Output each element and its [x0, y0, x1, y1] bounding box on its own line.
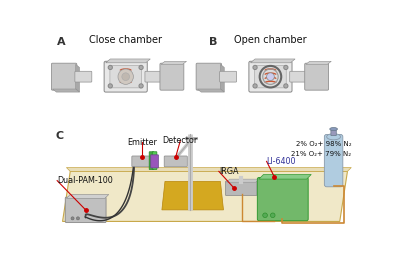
Text: Emitter: Emitter — [127, 138, 157, 147]
Polygon shape — [52, 89, 80, 92]
Circle shape — [254, 85, 256, 87]
Circle shape — [139, 66, 143, 69]
FancyBboxPatch shape — [324, 134, 343, 187]
Text: A: A — [57, 37, 66, 47]
FancyBboxPatch shape — [110, 66, 142, 88]
Text: B: B — [209, 37, 217, 47]
FancyBboxPatch shape — [51, 63, 77, 90]
Polygon shape — [306, 61, 331, 64]
Polygon shape — [162, 181, 224, 210]
Circle shape — [140, 85, 142, 87]
Ellipse shape — [327, 134, 340, 140]
FancyBboxPatch shape — [164, 156, 187, 167]
Circle shape — [139, 84, 143, 88]
Polygon shape — [250, 59, 295, 63]
Text: LI-6400: LI-6400 — [267, 157, 296, 166]
FancyBboxPatch shape — [220, 71, 236, 82]
Circle shape — [118, 69, 133, 84]
Circle shape — [270, 213, 275, 218]
Circle shape — [253, 66, 257, 69]
Circle shape — [122, 73, 130, 81]
Circle shape — [284, 66, 288, 69]
FancyBboxPatch shape — [226, 181, 257, 196]
Polygon shape — [226, 179, 259, 182]
FancyBboxPatch shape — [132, 156, 150, 167]
Circle shape — [108, 66, 112, 69]
FancyBboxPatch shape — [196, 63, 222, 90]
Circle shape — [285, 85, 287, 87]
Circle shape — [109, 85, 111, 87]
Polygon shape — [76, 64, 80, 92]
Text: 2% O₂+ 98% N₂: 2% O₂+ 98% N₂ — [296, 141, 351, 147]
Text: 21% O₂+ 79% N₂: 21% O₂+ 79% N₂ — [291, 151, 351, 157]
FancyBboxPatch shape — [151, 155, 158, 168]
Circle shape — [253, 84, 257, 88]
Circle shape — [140, 67, 142, 68]
Circle shape — [76, 217, 80, 220]
Polygon shape — [161, 61, 186, 64]
FancyBboxPatch shape — [104, 61, 147, 92]
FancyBboxPatch shape — [290, 71, 307, 82]
Circle shape — [108, 84, 112, 88]
FancyBboxPatch shape — [152, 152, 157, 169]
Polygon shape — [259, 174, 311, 179]
Circle shape — [263, 213, 267, 218]
Text: IRGA: IRGA — [219, 167, 238, 176]
Polygon shape — [66, 168, 351, 171]
FancyBboxPatch shape — [65, 197, 106, 223]
Circle shape — [109, 67, 111, 68]
FancyBboxPatch shape — [305, 63, 328, 90]
Text: Close chamber: Close chamber — [89, 35, 162, 45]
Polygon shape — [62, 171, 348, 221]
Polygon shape — [220, 64, 224, 92]
Text: Detector: Detector — [163, 136, 198, 145]
FancyBboxPatch shape — [255, 66, 286, 88]
FancyBboxPatch shape — [75, 71, 92, 82]
FancyBboxPatch shape — [257, 178, 308, 221]
Circle shape — [284, 84, 288, 88]
Ellipse shape — [330, 128, 338, 131]
FancyBboxPatch shape — [331, 130, 336, 136]
Text: C: C — [56, 131, 64, 140]
Polygon shape — [66, 195, 109, 198]
Text: Dual-PAM-100: Dual-PAM-100 — [57, 176, 113, 185]
FancyBboxPatch shape — [249, 61, 292, 92]
FancyBboxPatch shape — [149, 152, 154, 169]
Circle shape — [71, 217, 74, 220]
FancyBboxPatch shape — [145, 71, 162, 82]
Circle shape — [267, 73, 274, 81]
Text: Open chamber: Open chamber — [234, 35, 307, 45]
FancyBboxPatch shape — [160, 63, 184, 90]
Polygon shape — [106, 59, 150, 63]
Circle shape — [254, 67, 256, 68]
Circle shape — [285, 67, 287, 68]
Polygon shape — [197, 89, 224, 92]
